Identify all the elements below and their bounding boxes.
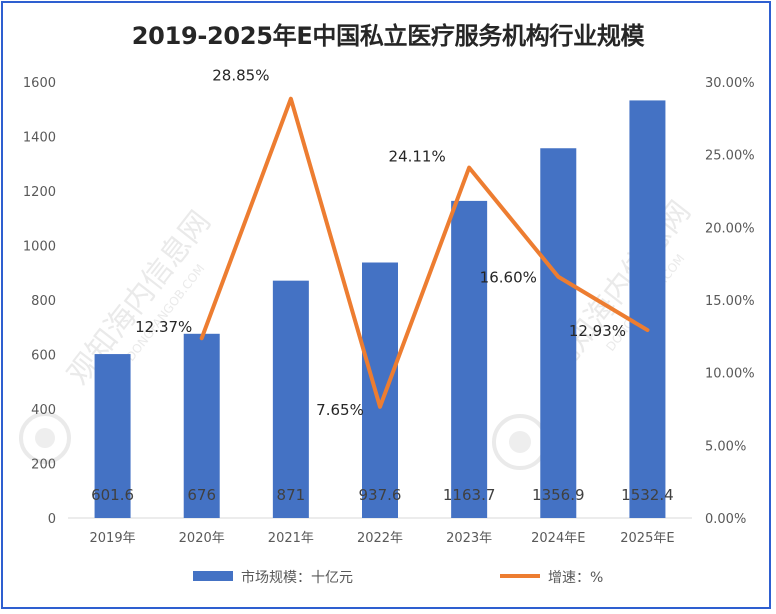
left-axis-tick-label: 400	[31, 403, 56, 418]
x-axis-tick-label: 2023年	[446, 531, 492, 546]
legend-label-bar: 市场规模：十亿元	[241, 569, 353, 586]
line-data-label: 7.65%	[316, 401, 364, 419]
bar-data-label: 1532.4	[621, 486, 674, 504]
bar-data-label: 871	[277, 486, 306, 504]
bar	[629, 100, 666, 519]
right-axis-tick-label: 10.00%	[705, 367, 755, 382]
right-axis-tick-label: 0.00%	[705, 512, 746, 527]
bar-data-labels: 601.6 676 871 937.6 1163.7 1356.9 1532.4	[91, 486, 674, 504]
line-series	[199, 96, 650, 409]
left-axis-tick-label: 200	[31, 458, 56, 473]
line-data-label: 12.37%	[135, 318, 192, 336]
x-axis-tick-label: 2024年E	[531, 531, 585, 546]
bar	[451, 200, 488, 518]
line-data-labels: 12.37% 28.85% 7.65% 24.11% 16.60% 12.93%	[135, 67, 626, 419]
line-point	[556, 275, 560, 279]
left-axis-tick-label: 0	[48, 512, 56, 527]
right-axis-tick-label: 15.00%	[705, 294, 755, 309]
line-point	[378, 405, 382, 409]
bar	[540, 148, 577, 518]
line-data-label: 12.93%	[569, 322, 626, 340]
bar	[94, 354, 131, 518]
x-axis-tick-label: 2020年	[179, 531, 225, 546]
watermark-logo-left	[19, 412, 71, 464]
line-data-label: 24.11%	[389, 148, 446, 166]
legend: 市场规模：十亿元 增速：%	[193, 569, 603, 586]
bar	[183, 333, 220, 518]
bar-data-label: 676	[187, 486, 216, 504]
bar-data-label: 601.6	[91, 486, 134, 504]
left-axis-tick-label: 1000	[23, 240, 56, 255]
line-point	[645, 328, 649, 332]
line-point	[467, 166, 471, 170]
bar-data-label: 937.6	[359, 486, 402, 504]
left-axis-tick-label: 1400	[23, 131, 56, 146]
x-axis-tick-label: 2022年	[357, 531, 403, 546]
growth-line	[199, 96, 650, 409]
bar-data-label: 1163.7	[443, 486, 496, 504]
left-axis-tick-label: 1200	[23, 185, 56, 200]
legend-label-line: 增速：%	[548, 570, 603, 586]
bar	[362, 262, 398, 518]
line-point	[289, 97, 293, 101]
right-axis-tick-label: 5.00%	[705, 439, 746, 454]
x-axis-tick-label: 2019年	[90, 531, 136, 546]
right-axis-ticks: 0.00% 5.00% 10.00% 15.00% 20.00% 25.00% 30.00%	[705, 76, 755, 527]
left-axis-ticks: 0 200 400 600 800 1000 1200 1400 1600	[23, 76, 56, 527]
right-axis-tick-label: 25.00%	[705, 149, 755, 164]
bar	[272, 280, 309, 518]
left-axis-tick-label: 600	[31, 349, 56, 364]
line-data-label: 16.60%	[480, 269, 537, 287]
chart-title: 2019-2025年E中国私立医疗服务机构行业规模	[131, 22, 645, 50]
bar-series	[94, 100, 666, 519]
left-axis-tick-label: 1600	[23, 76, 56, 91]
legend-swatch-bar	[193, 571, 233, 581]
right-axis-tick-label: 30.00%	[705, 76, 755, 91]
line-data-label: 28.85%	[212, 67, 269, 85]
left-axis-tick-label: 800	[31, 294, 56, 309]
watermark-logo-right	[492, 414, 548, 470]
x-axis-ticks: 2019年 2020年 2021年 2022年 2023年 2024年E 2025年E	[90, 531, 675, 546]
x-axis-tick-label: 2025年E	[620, 531, 674, 546]
x-axis-tick-label: 2021年	[268, 531, 314, 546]
bar-data-label: 1356.9	[532, 486, 585, 504]
line-point	[200, 336, 204, 340]
right-axis-tick-label: 20.00%	[705, 221, 755, 236]
